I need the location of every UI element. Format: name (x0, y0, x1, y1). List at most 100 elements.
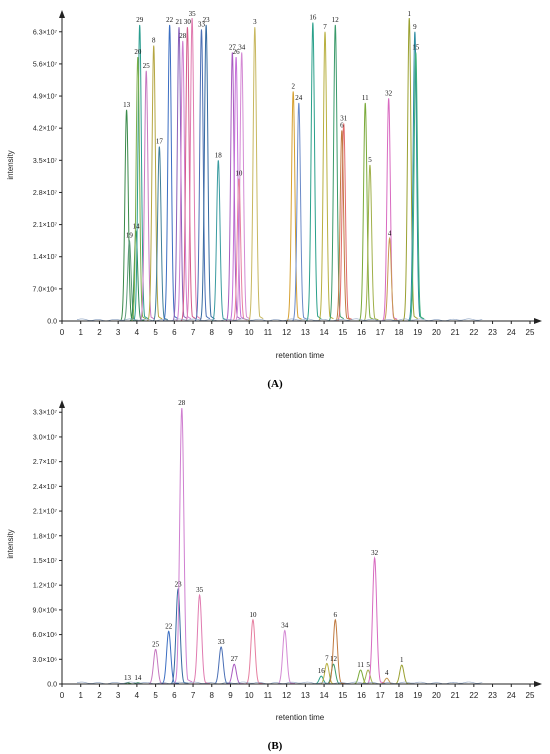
peak-trace-4 (381, 236, 399, 322)
peak-label-17: 17 (156, 138, 164, 146)
peak-label-33: 33 (218, 638, 226, 646)
peak-label-35: 35 (196, 586, 204, 594)
y-tick-label: 6.0×10⁶ (33, 632, 58, 639)
peak-trace-26 (227, 56, 245, 322)
x-tick-label: 4 (135, 691, 140, 700)
y-axis-title-b: intensity (6, 529, 15, 558)
x-tick-label: 20 (432, 691, 441, 700)
x-tick-label: 24 (507, 691, 516, 700)
peak-label-27: 27 (229, 43, 237, 51)
peak-label-13: 13 (124, 674, 132, 682)
x-tick-label: 0 (60, 328, 65, 337)
y-tick-label: 3.5×10⁷ (33, 158, 58, 165)
baseline-trace (76, 318, 483, 322)
peak-label-28: 28 (179, 32, 187, 40)
x-tick-label: 20 (432, 328, 441, 337)
peak-label-6: 6 (340, 121, 344, 129)
x-tick-label: 11 (264, 691, 273, 700)
peak-label-8: 8 (152, 37, 156, 45)
peak-trace-20 (129, 56, 147, 322)
peak-trace-6 (333, 130, 351, 322)
x-tick-label: 7 (191, 691, 196, 700)
peak-label-16: 16 (309, 14, 317, 22)
peak-label-1: 1 (400, 656, 404, 664)
peak-label-6: 6 (334, 611, 338, 619)
peak-trace-12 (326, 24, 344, 322)
x-tick-label: 14 (320, 691, 329, 700)
peak-trace-27 (223, 52, 241, 322)
x-tick-label: 3 (116, 328, 121, 337)
y-tick-label: 3.0×10⁷ (33, 434, 58, 441)
x-tick-label: 2 (97, 328, 102, 337)
panel-label-a: (A) (267, 378, 283, 390)
y-axis-arrow-b (59, 400, 65, 408)
x-tick-label: 15 (338, 328, 347, 337)
x-axis-arrow-b (534, 681, 542, 687)
y-tick-label: 1.8×10⁷ (33, 533, 58, 540)
x-axis-arrow-a (534, 318, 542, 324)
peak-label-15: 15 (412, 43, 420, 51)
peak-label-9: 9 (413, 23, 417, 31)
peak-trace-29 (131, 24, 149, 322)
peak-label-30: 30 (184, 18, 192, 26)
x-tick-label: 10 (245, 691, 254, 700)
peak-label-26: 26 (233, 48, 241, 56)
y-tick-label: 9.0×10⁶ (33, 607, 58, 614)
peak-label-4: 4 (388, 229, 392, 237)
peak-trace-27 (223, 663, 245, 685)
peak-label-25: 25 (152, 640, 160, 648)
x-axis-title-b: retention time (276, 713, 325, 722)
y-axis-arrow-a (59, 10, 65, 18)
peak-label-32: 32 (371, 549, 379, 557)
x-tick-label: 25 (526, 328, 535, 337)
peak-labels-b: 13 14 25 22 23 28 35 33 27 10 34 16 7 12 6 11 5 32 4 1 (124, 399, 404, 682)
peak-trace-33 (210, 646, 232, 685)
peak-label-20: 20 (134, 48, 142, 56)
panel-label-b: (B) (268, 740, 283, 752)
peak-label-21: 21 (176, 18, 184, 26)
peak-trace-3 (246, 27, 264, 322)
peak-label-12: 12 (332, 16, 340, 24)
x-axis-title-a: retention time (276, 351, 325, 360)
peak-label-27: 27 (231, 655, 239, 663)
peak-label-1: 1 (408, 10, 412, 18)
y-ticks-b: 0.0 3.0×10⁶ 6.0×10⁶ 9.0×10⁶ 1.2×10⁷ 1.5×10⁷ 1.… (33, 410, 62, 689)
y-tick-label: 3.3×10⁷ (33, 410, 58, 417)
peaks-b (76, 408, 483, 685)
peak-trace-28 (171, 408, 193, 685)
peak-label-11: 11 (362, 94, 369, 102)
y-tick-label: 7.0×10⁶ (33, 286, 58, 293)
x-tick-label: 5 (153, 328, 158, 337)
peak-label-23: 23 (203, 16, 211, 24)
y-tick-label: 4.9×10⁷ (33, 94, 58, 101)
y-ticks-a: 0.0 7.0×10⁶ 1.4×10⁷ 2.1×10⁷ 2.8×10⁷ 3.5×10⁷ 4.… (33, 29, 62, 326)
x-tick-label: 18 (395, 691, 404, 700)
peak-label-14: 14 (134, 674, 142, 682)
peak-label-12: 12 (330, 655, 338, 663)
y-tick-label: 6.3×10⁷ (33, 29, 58, 36)
peak-label-32: 32 (385, 89, 393, 97)
x-tick-label: 10 (245, 328, 254, 337)
x-tick-label: 21 (451, 691, 460, 700)
x-tick-label: 19 (413, 691, 422, 700)
baseline-trace (76, 681, 483, 685)
peak-label-13: 13 (123, 101, 131, 109)
peak-label-7: 7 (325, 654, 329, 662)
x-tick-label: 21 (451, 328, 460, 337)
peak-trace-10 (242, 618, 264, 685)
y-tick-label: 5.6×10⁷ (33, 61, 58, 68)
peak-label-22: 22 (166, 16, 174, 24)
x-ticks-a: 0 1 2 3 4 5 6 7 8 9 10 11 12 13 14 15 16 17 18 19 20 21 22 23 24… (60, 321, 535, 337)
x-tick-label: 17 (376, 328, 385, 337)
y-tick-label: 4.2×10⁷ (33, 126, 58, 133)
x-tick-label: 13 (301, 691, 310, 700)
peak-label-10: 10 (235, 170, 243, 178)
peak-label-22: 22 (165, 622, 173, 630)
peak-label-35: 35 (189, 10, 197, 18)
x-tick-label: 12 (282, 691, 291, 700)
peak-trace-24 (290, 102, 308, 322)
peak-label-34: 34 (238, 43, 246, 51)
y-tick-label: 2.1×10⁷ (33, 222, 58, 229)
x-tick-label: 19 (413, 328, 422, 337)
